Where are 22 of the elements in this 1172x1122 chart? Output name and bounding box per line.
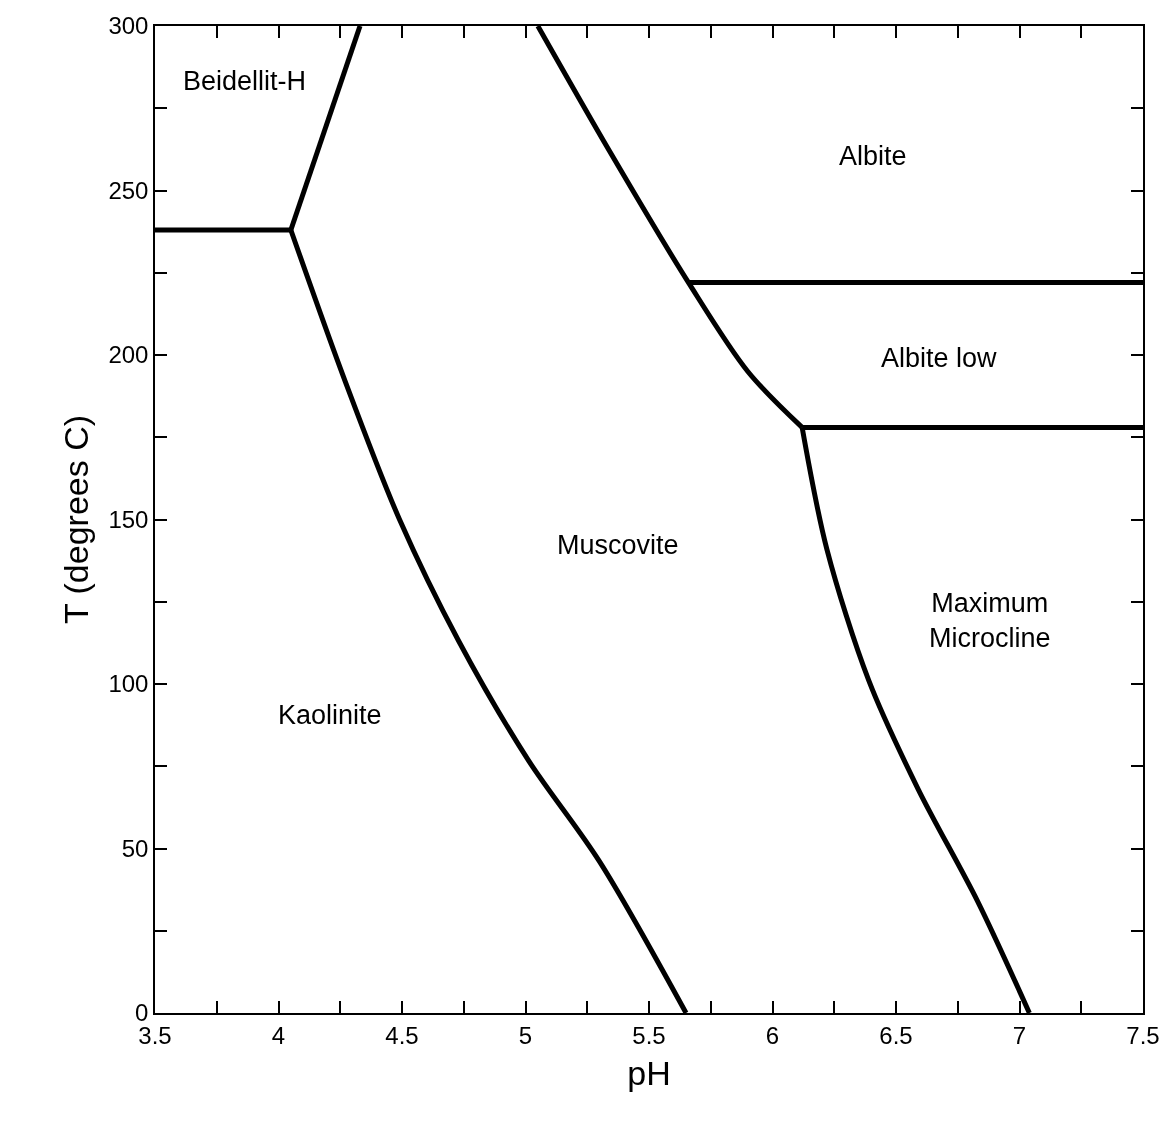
y-tick-label: 150 xyxy=(108,505,149,533)
annotation: Albite xyxy=(839,141,907,171)
x-tick-label: 4.5 xyxy=(385,1021,419,1049)
x-axis-title: pH xyxy=(627,1054,671,1093)
x-tick-label: 5.5 xyxy=(632,1021,666,1049)
y-tick-label: 300 xyxy=(108,12,149,40)
annotation: Kaolinite xyxy=(278,700,382,730)
y-tick-label: 200 xyxy=(108,341,149,369)
x-tick-label: 5 xyxy=(518,1021,533,1049)
annotation: Albite low xyxy=(881,343,998,373)
y-tick-label: 50 xyxy=(121,834,149,862)
annotation: Maximum Microcline xyxy=(929,588,1051,654)
annotation: Muscovite xyxy=(557,530,679,560)
y-tick-label: 100 xyxy=(108,670,149,698)
x-tick-label: 7 xyxy=(1012,1021,1027,1049)
x-tick-label: 6.5 xyxy=(879,1021,913,1049)
annotation: Beidellit-H xyxy=(183,66,307,96)
y-tick-label: 250 xyxy=(108,176,149,204)
x-tick-label: 7.5 xyxy=(1126,1021,1160,1049)
x-tick-label: 4 xyxy=(271,1021,286,1049)
y-axis-title: T (degrees C) xyxy=(56,414,95,625)
x-tick-label: 6 xyxy=(765,1021,780,1049)
